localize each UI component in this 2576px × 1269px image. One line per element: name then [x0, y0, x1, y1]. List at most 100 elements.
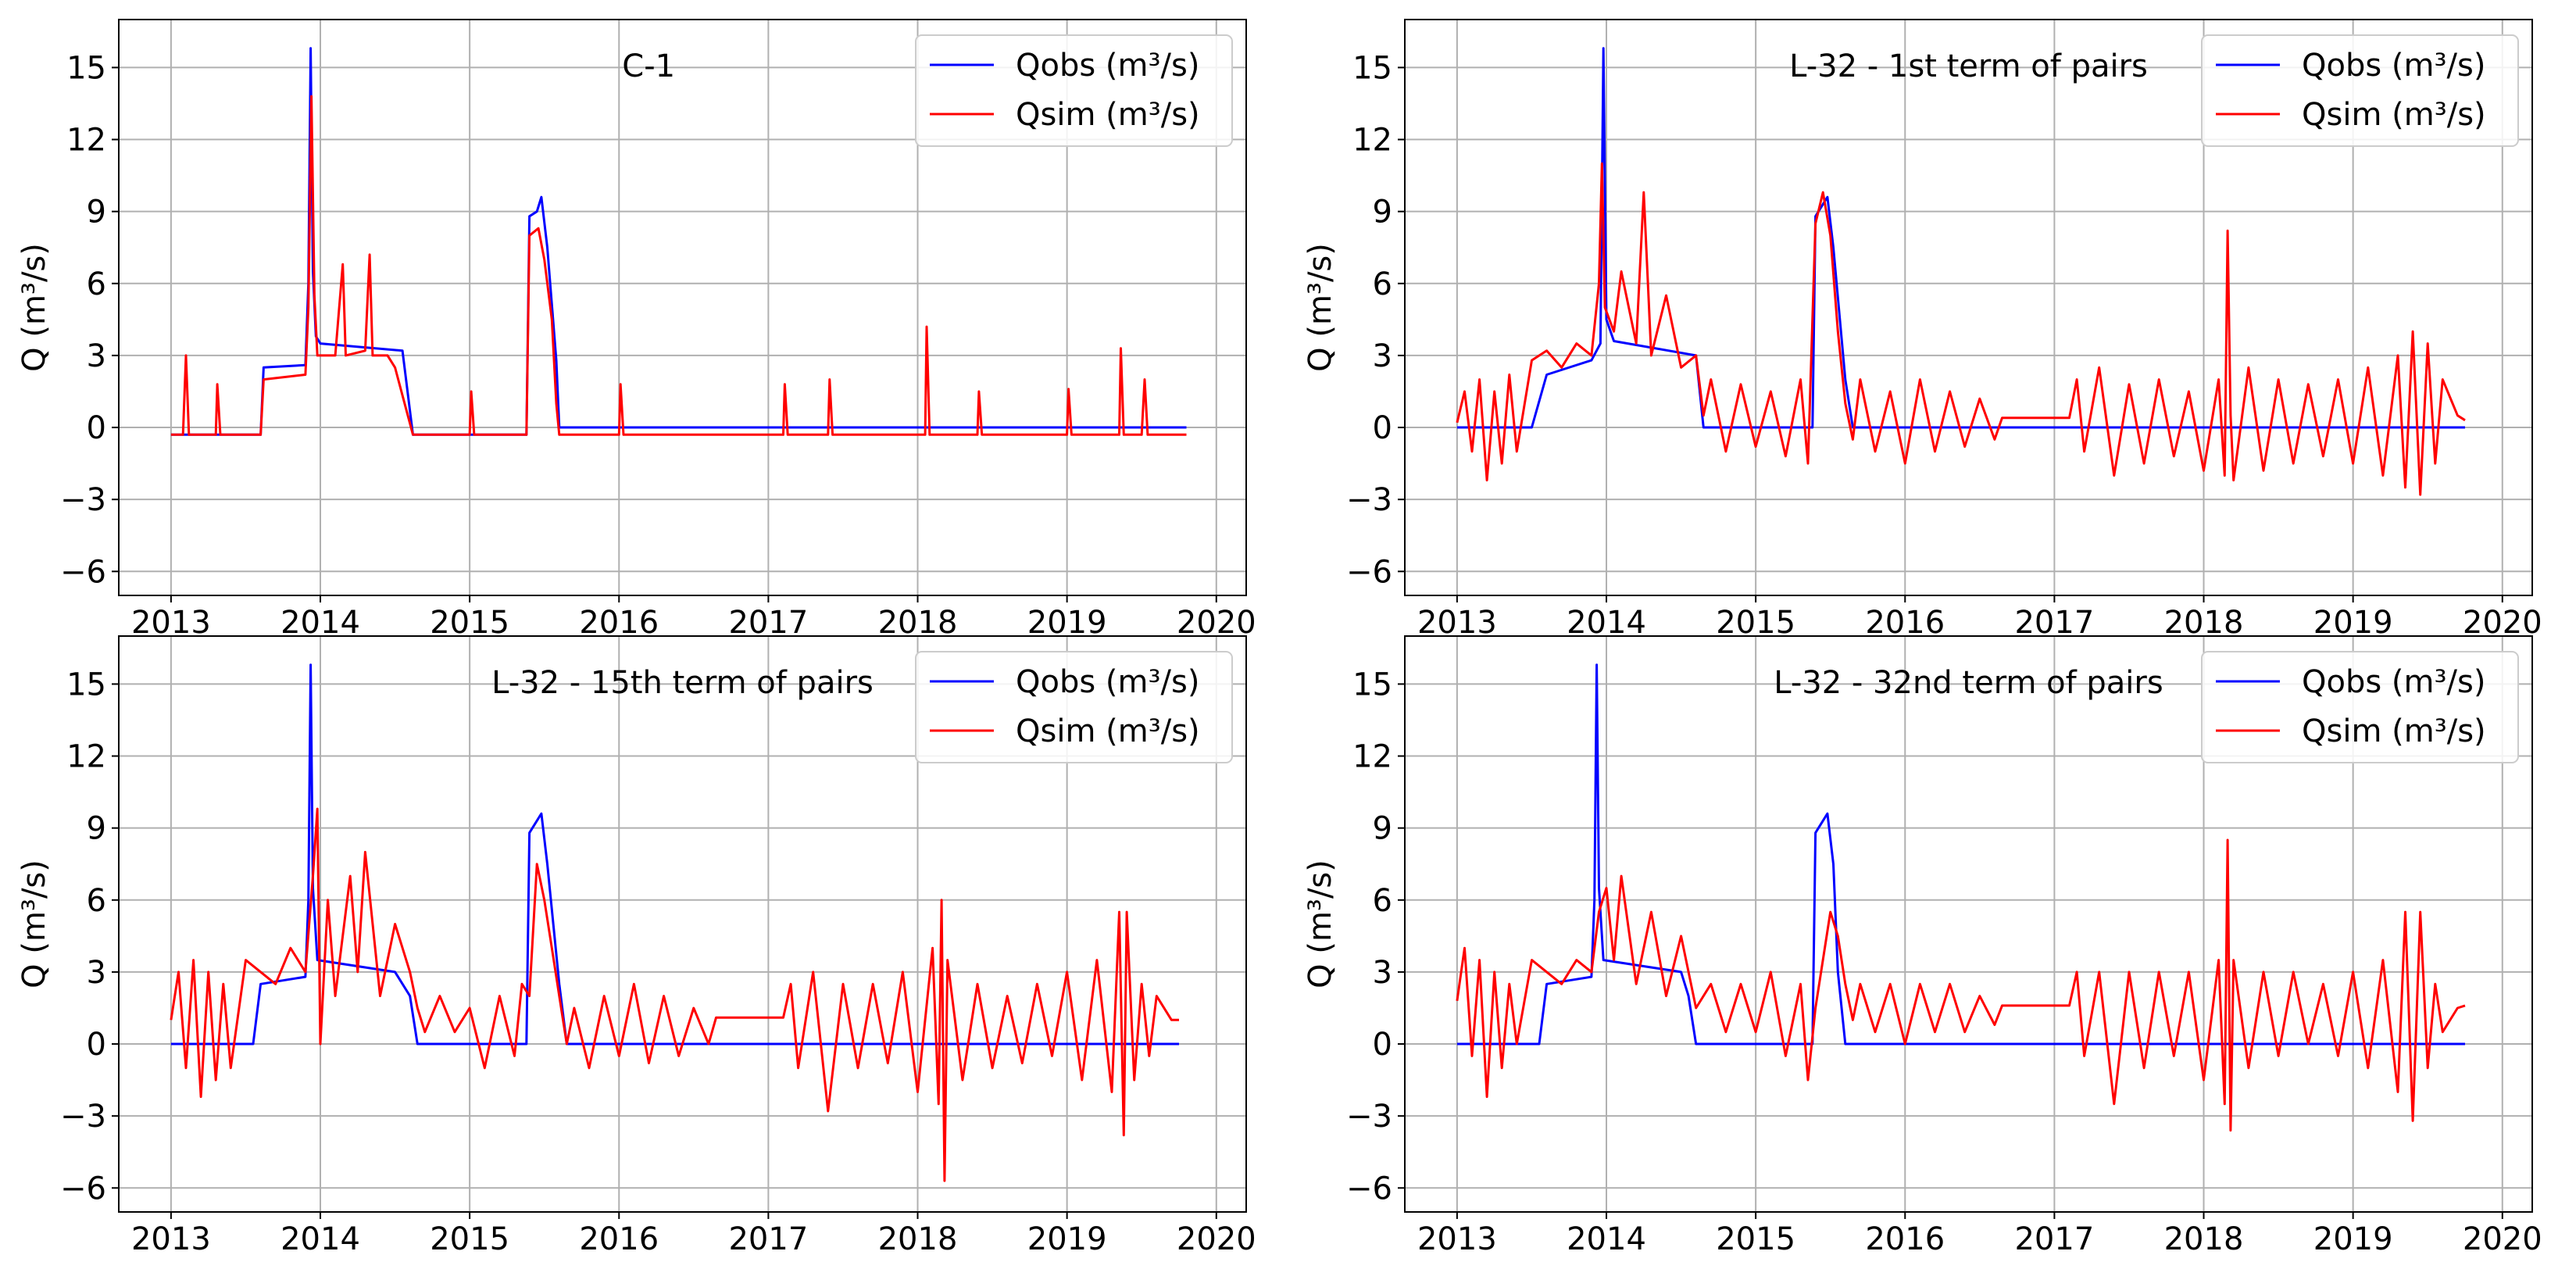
series-line-qobs: [170, 663, 1179, 1046]
x-tick-label: 2019: [1027, 605, 1107, 641]
series-line-qobs: [1456, 663, 2465, 1046]
x-tick-label: 2017: [728, 605, 808, 641]
legend-label-qobs: Qobs (m³/s): [2302, 48, 2485, 84]
legend-label-qobs: Qobs (m³/s): [2302, 664, 2485, 700]
y-tick-label: 3: [1373, 955, 1392, 991]
x-tick-label: 2015: [430, 1221, 509, 1257]
legend: Qobs (m³/s) Qsim (m³/s): [915, 34, 1233, 147]
panel-title: L-32 - 15th term of pairs: [491, 665, 874, 701]
x-tick-label: 2017: [2014, 605, 2094, 641]
y-tick-label: −3: [1346, 1099, 1392, 1135]
y-tick-label: 15: [66, 667, 106, 702]
y-tick-label: 0: [87, 410, 106, 446]
y-tick-label: 9: [1373, 811, 1392, 847]
y-tick-label: −6: [1346, 1171, 1392, 1206]
axes-frame: [118, 19, 1247, 596]
panel-title: L-32 - 32nd term of pairs: [1774, 665, 2163, 701]
x-tick-label: 2013: [131, 1221, 211, 1257]
subplot-3: 2013 2014 2015 2016 2017 2018 2019 2020 −6 −3 0 3 6 9…: [16, 635, 1256, 1257]
x-tick-label: 2016: [1865, 605, 1945, 641]
x-tick-label: 2014: [1567, 605, 1646, 641]
legend-label-qobs: Qobs (m³/s): [1016, 48, 1199, 84]
x-tick-label: 2014: [280, 1221, 360, 1257]
x-tick-label: 2017: [2014, 1221, 2094, 1257]
legend: Qobs (m³/s) Qsim (m³/s): [915, 651, 1233, 763]
legend-label-qobs: Qobs (m³/s): [1016, 664, 1199, 700]
legend: Qobs (m³/s) Qsim (m³/s): [2201, 651, 2519, 763]
x-tick-label: 2016: [579, 1221, 659, 1257]
y-tick-label: 12: [1352, 739, 1392, 775]
y-tick-label: 12: [1352, 123, 1392, 159]
legend-box: [2201, 34, 2519, 147]
y-tick-label: −3: [60, 1099, 106, 1135]
x-tick-label: 2020: [2463, 605, 2542, 641]
y-tick-label: 9: [1373, 195, 1392, 231]
y-tick-label: −6: [60, 1171, 106, 1206]
legend-box: [915, 34, 1233, 147]
subplots-container: 2013 2014 2015 2016 2017 2018 2019 2020 −6 −3 0 3 6 9…: [16, 19, 2542, 1257]
y-tick-label: 9: [87, 811, 106, 847]
y-axis-label: Q (m³/s): [16, 860, 52, 988]
y-axis-label: Q (m³/s): [16, 243, 52, 372]
y-tick-label: 6: [87, 883, 106, 919]
y-tick-label: 3: [1373, 338, 1392, 374]
x-tick-label: 2019: [1027, 1221, 1107, 1257]
x-tick-label: 2018: [2164, 1221, 2244, 1257]
series-line-qsim: [170, 95, 1187, 436]
subplot-4: 2013 2014 2015 2016 2017 2018 2019 2020 −6 −3 0 3 6 9…: [1302, 635, 2542, 1257]
legend-label-qsim: Qsim (m³/s): [1016, 97, 1200, 133]
x-tick-label: 2019: [2313, 1221, 2393, 1257]
subplot-1: 2013 2014 2015 2016 2017 2018 2019 2020 −6 −3 0 3 6 9…: [16, 19, 1256, 641]
x-tick-label: 2018: [878, 1221, 958, 1257]
panel-title: C-1: [622, 48, 675, 84]
x-tick-label: 2013: [1417, 1221, 1497, 1257]
series-line-qsim: [1456, 838, 2466, 1132]
x-tick-label: 2015: [1716, 1221, 1795, 1257]
x-tick-label: 2013: [131, 605, 211, 641]
y-tick-label: 12: [66, 123, 106, 159]
series-line-qsim: [1456, 162, 2466, 496]
x-tick-label: 2016: [579, 605, 659, 641]
y-tick-label: 0: [87, 1027, 106, 1063]
y-tick-label: 15: [1352, 50, 1392, 86]
x-tick-label: 2014: [1567, 1221, 1646, 1257]
x-tick-label: 2020: [2463, 1221, 2542, 1257]
axes-frame: [1404, 19, 2533, 596]
x-tick-label: 2015: [430, 605, 509, 641]
y-tick-label: 15: [66, 50, 106, 86]
series-line-qsim: [170, 807, 1179, 1182]
y-tick-label: 6: [1373, 266, 1392, 302]
legend-label-qsim: Qsim (m³/s): [2302, 97, 2486, 133]
legend-box: [2201, 651, 2519, 763]
y-tick-label: 6: [1373, 883, 1392, 919]
legend-box: [915, 651, 1233, 763]
y-tick-label: 0: [1373, 1027, 1392, 1063]
x-tick-label: 2014: [280, 605, 360, 641]
y-tick-label: 9: [87, 195, 106, 231]
y-tick-label: 3: [87, 955, 106, 991]
y-tick-label: 12: [66, 739, 106, 775]
y-tick-label: 3: [87, 338, 106, 374]
legend-label-qsim: Qsim (m³/s): [1016, 713, 1200, 749]
y-tick-label: −6: [60, 554, 106, 590]
y-tick-label: −6: [1346, 554, 1392, 590]
panel-title: L-32 - 1st term of pairs: [1789, 48, 2148, 84]
legend: Qobs (m³/s) Qsim (m³/s): [2201, 34, 2519, 147]
y-tick-label: −3: [1346, 482, 1392, 518]
y-axis-label: Q (m³/s): [1302, 243, 1338, 372]
x-tick-label: 2018: [878, 605, 958, 641]
x-tick-label: 2013: [1417, 605, 1497, 641]
x-tick-label: 2019: [2313, 605, 2393, 641]
x-tick-label: 2020: [1177, 605, 1256, 641]
x-tick-label: 2017: [728, 1221, 808, 1257]
x-tick-label: 2015: [1716, 605, 1795, 641]
y-axis-label: Q (m³/s): [1302, 860, 1338, 988]
x-tick-label: 2018: [2164, 605, 2244, 641]
y-tick-label: 6: [87, 266, 106, 302]
subplot-2: 2013 2014 2015 2016 2017 2018 2019 2020 −6 −3 0 3 6 9…: [1302, 19, 2542, 641]
y-tick-label: −3: [60, 482, 106, 518]
axes-frame: [118, 635, 1247, 1213]
y-tick-label: 0: [1373, 410, 1392, 446]
axes-frame: [1404, 635, 2533, 1213]
